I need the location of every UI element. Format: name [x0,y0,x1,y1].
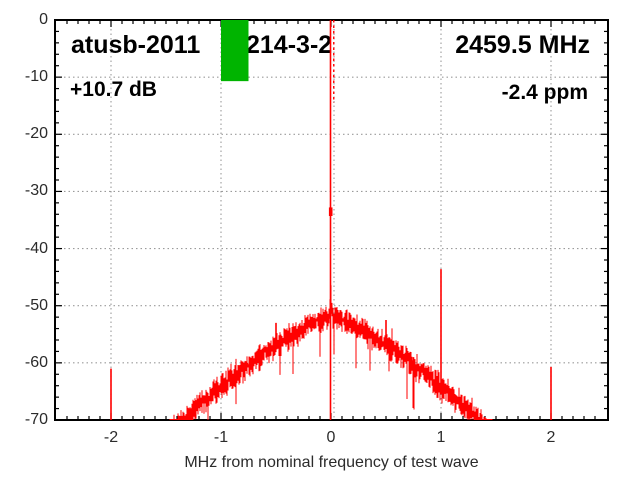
y-tick-label: -20 [24,125,48,143]
x-tick-label: -1 [213,429,229,446]
carrier-frequency-label: 2459.5 MHz [455,31,590,59]
y-tick-label: -50 [24,296,48,314]
y-tick-label: -40 [24,239,48,257]
level-label: +10.7 dB [70,78,157,101]
x-tick-label: 0 [326,429,336,446]
chart-title-left: atusb-2011 [71,31,201,59]
x-tick-label: 1 [436,429,446,446]
y-tick-label: -30 [24,182,48,200]
chart-title-right: 214-3-2 [246,31,333,59]
y-tick-label: -70 [24,411,48,428]
y-tick-label: 0 [39,11,48,28]
x-tick-label: 2 [546,429,556,446]
ppm-offset-label: -2.4 ppm [501,81,588,104]
y-tick-label: -10 [24,68,48,86]
x-axis-title: MHz from nominal frequency of test wave [184,454,479,471]
y-tick-label: -60 [24,353,48,371]
x-tick-label: -2 [103,429,119,446]
